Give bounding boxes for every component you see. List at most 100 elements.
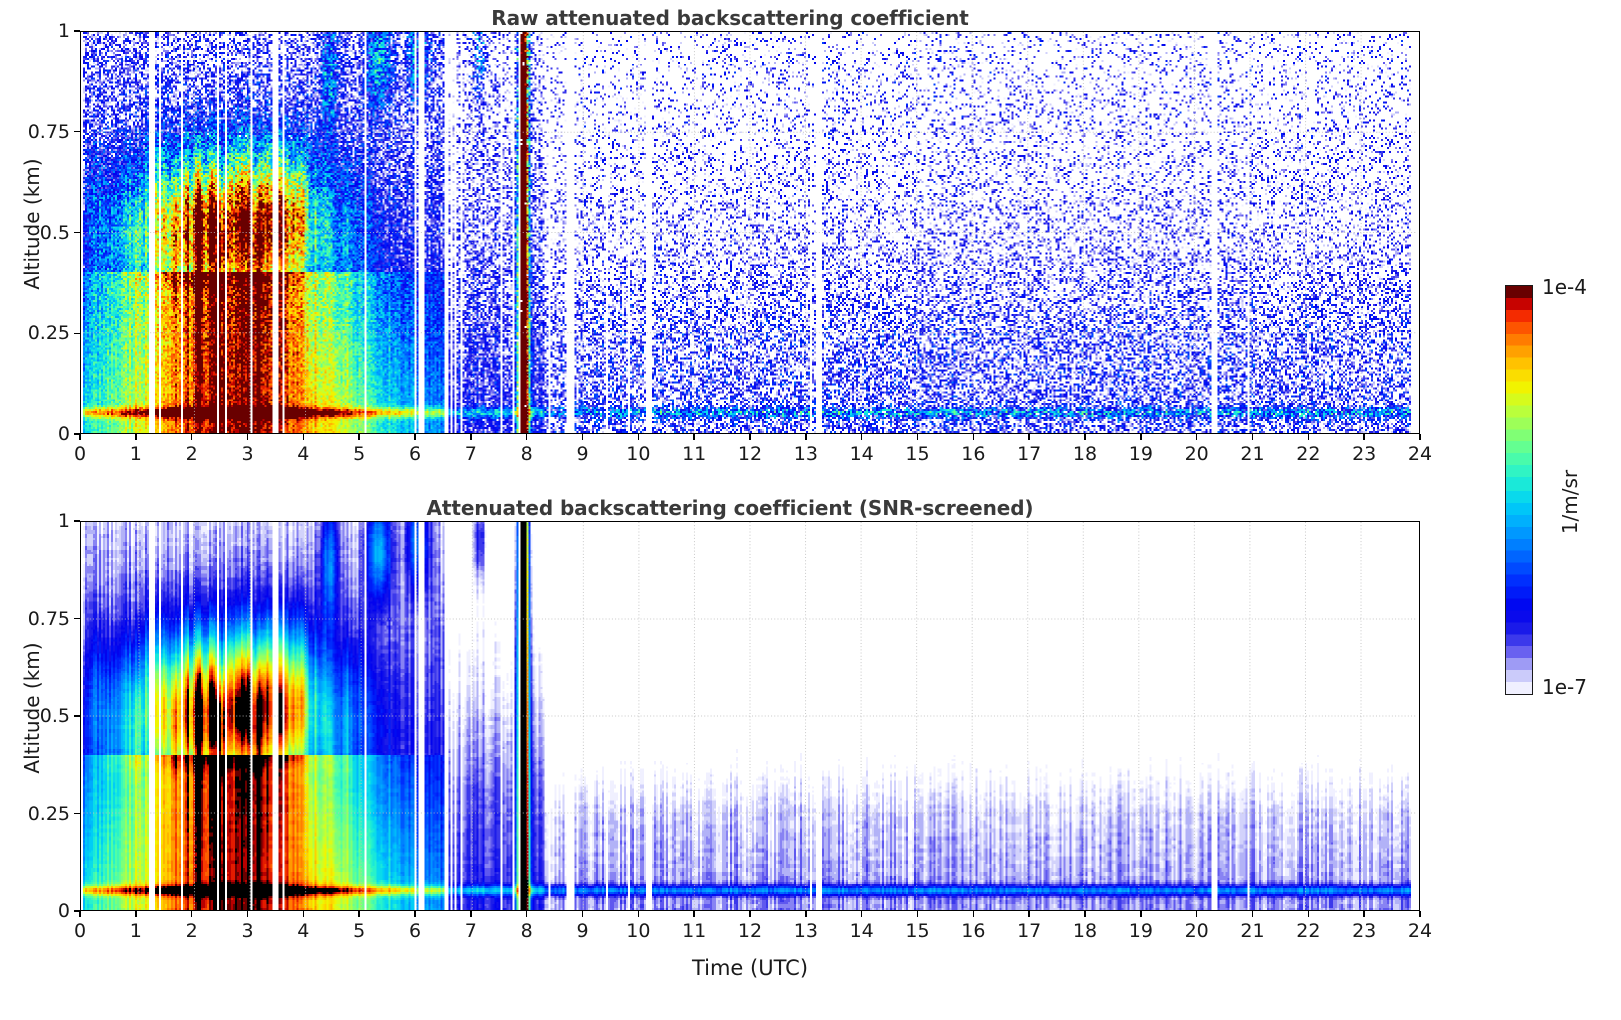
xtick-label: 5: [353, 443, 366, 465]
xtick: [525, 434, 528, 440]
xtick: [1251, 434, 1254, 440]
xtick: [805, 434, 807, 440]
xtick-label: 13: [793, 920, 818, 942]
xtick-label: 16: [961, 443, 986, 465]
panel-screened-title: Attenuated backscattering coefficient (S…: [426, 496, 1034, 520]
xtick-label: 22: [1296, 920, 1321, 942]
ytick: [74, 433, 80, 435]
colorbar: [1505, 285, 1533, 695]
xtick-label: 3: [241, 443, 254, 465]
colorbar-min-label: 1e-7: [1542, 675, 1587, 699]
xtick-label: 23: [1352, 920, 1377, 942]
xtick-label: 19: [1128, 920, 1153, 942]
xtick: [1084, 434, 1086, 440]
xtick: [246, 434, 249, 440]
xtick: [470, 911, 472, 917]
yaxis-label-raw: Altitude (km): [20, 158, 44, 290]
xtick-label: 12: [737, 443, 763, 465]
xtick: [581, 911, 584, 917]
xtick: [581, 434, 584, 440]
ytick: [74, 332, 80, 334]
panel-raw-title: Raw attenuated backscattering coefficien…: [491, 6, 969, 30]
xtick-label: 10: [626, 920, 651, 942]
xtick-label: 11: [682, 920, 707, 942]
xtick: [1307, 434, 1310, 440]
ytick: [74, 910, 80, 912]
xtick-label: 4: [297, 443, 310, 465]
xtick-label: 7: [464, 443, 477, 465]
xtick-label: 8: [520, 443, 533, 465]
xtick-label: 13: [793, 443, 818, 465]
xtick-label: 8: [520, 920, 533, 942]
panel-screened: Attenuated backscattering coefficient (S…: [0, 490, 1460, 1020]
xtick: [79, 911, 81, 917]
xtick: [302, 434, 305, 440]
xtick-label: 5: [353, 920, 366, 942]
xtick: [637, 434, 640, 440]
xtick: [246, 911, 249, 917]
ytick-label: 0: [57, 423, 70, 445]
xtick-label: 11: [682, 443, 707, 465]
yaxis-label-screened: Altitude (km): [20, 642, 44, 774]
xtick-label: 7: [464, 920, 477, 942]
xtick-label: 21: [1240, 443, 1265, 465]
xtick-label: 9: [576, 443, 589, 465]
xtick: [190, 911, 193, 917]
xtick-label: 17: [1017, 920, 1042, 942]
xtick: [1140, 911, 1142, 917]
colorbar-max-label: 1e-4: [1542, 275, 1587, 299]
xtick: [190, 434, 193, 440]
xtick-label: 9: [576, 920, 589, 942]
xtick: [470, 434, 472, 440]
xtick-label: 20: [1184, 443, 1209, 465]
xtick: [749, 434, 751, 440]
xtick: [1084, 911, 1086, 917]
xtick: [916, 434, 919, 440]
xtick: [1195, 911, 1198, 917]
xtick: [1195, 434, 1198, 440]
ytick-label: 0.5: [39, 221, 70, 244]
xtick: [637, 911, 640, 917]
xtick: [79, 434, 81, 440]
xtick-label: 15: [905, 920, 930, 942]
xtick-label: 16: [961, 920, 986, 942]
xtick-label: 0: [73, 443, 87, 465]
xtick: [916, 911, 919, 917]
xaxis-label: Time (UTC): [691, 956, 809, 980]
xtick: [135, 434, 137, 440]
xtick: [1363, 434, 1365, 440]
xtick-label: 12: [737, 920, 763, 942]
xtick-label: 22: [1296, 443, 1321, 465]
xtick: [749, 911, 751, 917]
ytick-label: 0.75: [27, 607, 70, 630]
xtick-label: 23: [1352, 443, 1377, 465]
xtick: [1028, 434, 1030, 440]
xtick-label: 0: [73, 920, 87, 942]
xtick: [1307, 911, 1310, 917]
ytick: [74, 520, 80, 522]
xtick: [525, 911, 528, 917]
xtick-label: 21: [1240, 920, 1265, 942]
xtick-label: 10: [626, 443, 651, 465]
ytick: [74, 131, 80, 133]
xtick: [1419, 911, 1421, 917]
xtick: [1251, 911, 1254, 917]
xtick: [414, 434, 416, 440]
xtick-label: 2: [185, 920, 198, 942]
xtick-label: 18: [1072, 920, 1098, 942]
xtick-label: 24: [1407, 443, 1433, 465]
ytick: [74, 617, 80, 620]
xtick: [135, 911, 137, 917]
heatmap-raw: [80, 31, 1420, 434]
xtick: [414, 911, 416, 917]
xtick: [1363, 911, 1365, 917]
xtick-label: 1: [129, 920, 142, 942]
xtick-label: 24: [1407, 920, 1433, 942]
ytick-label: 0.75: [27, 120, 70, 143]
xtick-label: 17: [1017, 443, 1042, 465]
xtick: [860, 434, 863, 440]
xtick: [302, 911, 305, 917]
xtick: [358, 434, 360, 440]
xtick: [1419, 434, 1421, 440]
